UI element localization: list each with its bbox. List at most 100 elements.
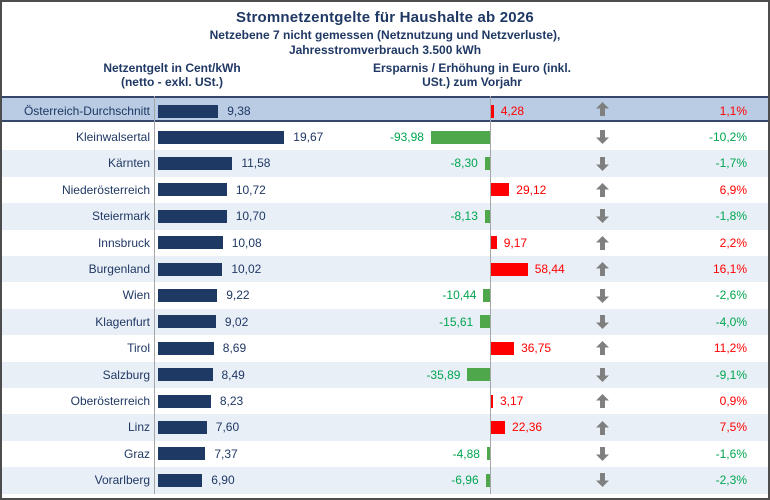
axis-header-netzentgelt: Netzentgelt in Cent/kWh (netto - exkl. U… (42, 61, 302, 89)
table-row: Tirol 8,69 36,75 11,2% (2, 335, 768, 361)
netzentgelt-bar (158, 157, 233, 171)
arrow-up-icon (595, 394, 609, 409)
table-row: Linz 7,60 22,36 7,5% (2, 414, 768, 441)
ersparnis-value: -8,30 (450, 156, 478, 171)
netzentgelt-value: 10,70 (235, 209, 266, 224)
region-label: Graz (123, 446, 150, 461)
netzentgelt-bar (158, 183, 227, 197)
netzentgelt-value: 9,02 (224, 314, 249, 329)
netzentgelt-bar (158, 315, 216, 329)
arrow-down-icon (595, 446, 609, 461)
table-row: Kleinwalsertal 19,67 -93,98 -10,2% (2, 124, 768, 150)
table-row: Innsbruck 10,08 9,17 2,2% (2, 230, 768, 256)
axis-header-ersparnis: Ersparnis / Erhöhung in Euro (inkl. USt.… (332, 61, 612, 89)
percent-change: -10,2% (708, 130, 747, 144)
percent-change: -2,6% (715, 288, 747, 303)
ersparnis-bar (484, 209, 490, 223)
trend-arrow (590, 335, 614, 361)
percent-change: -2,3% (715, 473, 747, 488)
ersparnis-value: 4,28 (500, 104, 525, 118)
table-row: Wien 9,22 -10,44 -2,6% (2, 282, 768, 308)
ersparnis-bar (430, 130, 490, 144)
netzentgelt-bar (158, 368, 213, 382)
table-row: Vorarlberg 6,90 -6,96 -2,3% (2, 467, 768, 494)
netzentgelt-bar (158, 473, 203, 487)
table-row: Graz 7,37 -4,88 -1,6% (2, 441, 768, 467)
netzentgelt-value: 7,37 (214, 446, 238, 461)
netzentgelt-bar (158, 341, 214, 355)
netzentgelt-bar (158, 262, 223, 276)
ersparnis-value: -10,44 (442, 288, 477, 303)
netzentgelt-bar (158, 130, 285, 144)
percent-change: 16,1% (712, 262, 747, 276)
chart-title: Stromnetzentgelte für Haushalte ab 2026 (236, 9, 534, 26)
ersparnis-value: 36,75 (521, 341, 552, 356)
netzentgelt-value: 8,23 (219, 394, 244, 408)
ersparnis-bar (480, 315, 490, 329)
axis-header-netzentgelt-line1: Netzentgelt in Cent/kWh (103, 61, 241, 75)
table-row: Burgenland 10,02 58,44 16,1% (2, 256, 768, 283)
table-row: Niederösterreich 10,72 29,12 6,9% (2, 177, 768, 203)
chart-subtitle-line2: Jahresstromverbrauch 3.500 kWh (288, 43, 482, 57)
ersparnis-value: 58,44 (534, 262, 565, 276)
table-row: Steiermark 10,70 -8,13 -1,8% (2, 203, 768, 230)
ersparnis-value: -93,98 (389, 130, 424, 144)
arrow-up-icon (595, 262, 609, 277)
netzentgelt-bar (158, 421, 207, 435)
trend-arrow (590, 150, 614, 176)
arrow-up-icon (595, 182, 609, 197)
trend-arrow (590, 362, 614, 388)
ersparnis-bar (491, 421, 506, 435)
netzentgelt-value: 19,67 (293, 130, 324, 144)
percent-change: -4,0% (715, 314, 747, 329)
axis-header-ersparnis-line2: USt.) zum Vorjahr (422, 75, 522, 89)
netzentgelt-value: 8,69 (222, 341, 247, 356)
percent-change: 0,9% (719, 394, 747, 408)
percent-change: 6,9% (719, 182, 747, 197)
arrow-down-icon (595, 156, 609, 171)
arrow-down-icon (595, 130, 609, 145)
ersparnis-bar (491, 394, 493, 408)
region-label: Tirol (127, 341, 150, 356)
region-label: Klagenfurt (95, 314, 150, 329)
ersparnis-value: 29,12 (516, 182, 547, 197)
percent-change: -1,8% (715, 209, 747, 224)
trend-arrow (590, 388, 614, 414)
ersparnis-bar (467, 368, 490, 382)
ersparnis-bar (483, 289, 490, 303)
arrow-up-icon (595, 420, 609, 435)
arrow-down-icon (595, 367, 609, 382)
trend-arrow (590, 441, 614, 467)
percent-change: 7,5% (719, 420, 747, 435)
region-label: Kärnten (107, 156, 150, 171)
percent-change: -1,7% (715, 156, 747, 171)
netzentgelt-bar (158, 236, 223, 250)
netzentgelt-value: 8,49 (221, 367, 245, 382)
trend-arrow (590, 98, 614, 120)
trend-arrow (590, 256, 614, 282)
arrow-down-icon (595, 288, 609, 303)
netzentgelt-value: 10,72 (235, 182, 266, 197)
netzentgelt-value: 6,90 (211, 473, 235, 488)
netzentgelt-bar (158, 289, 218, 303)
region-label: Kleinwalsertal (75, 130, 150, 144)
ersparnis-bar (484, 157, 490, 171)
netzentgelt-value: 10,08 (231, 235, 262, 250)
table-row: Klagenfurt 9,02 -15,61 -4,0% (2, 308, 768, 336)
ersparnis-value: -8,13 (450, 209, 478, 224)
euro-zero-axis-line (490, 96, 491, 494)
ersparnis-value: 22,36 (512, 420, 543, 435)
netzentgelt-bar (158, 394, 211, 408)
percent-change: 2,2% (719, 235, 747, 250)
ersparnis-bar (486, 447, 490, 461)
arrow-down-icon (595, 209, 609, 224)
ersparnis-bar (491, 262, 528, 276)
label-divider-line (154, 96, 155, 494)
region-label: Burgenland (88, 262, 150, 276)
netzentgelt-value: 7,60 (215, 420, 240, 435)
ersparnis-value: -35,89 (426, 367, 461, 382)
trend-arrow (590, 230, 614, 256)
region-label: Vorarlberg (94, 473, 150, 488)
trend-arrow (590, 203, 614, 229)
